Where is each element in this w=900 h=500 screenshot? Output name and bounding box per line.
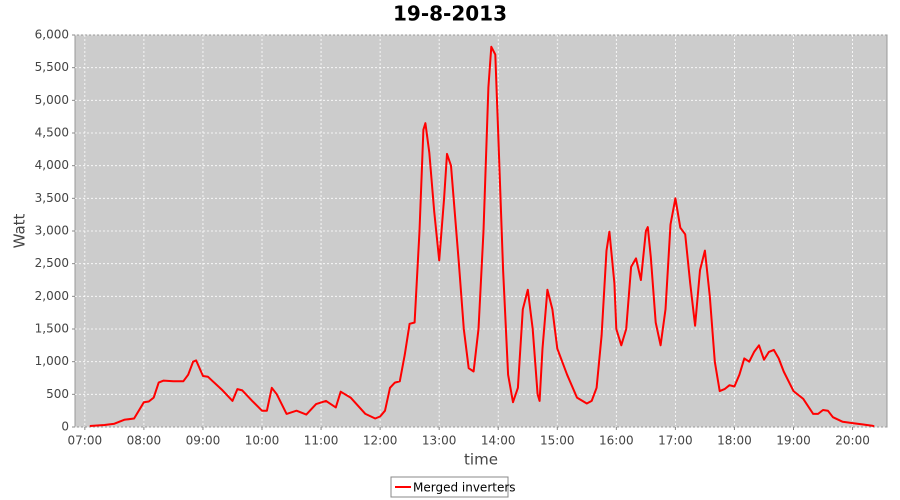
line-series: [89, 45, 875, 428]
y-tick-label: 2,500: [35, 256, 69, 270]
y-tick-label: 4,000: [35, 158, 69, 172]
chart-title: 19-8-2013: [393, 2, 507, 26]
x-tick-label: 16:00: [599, 434, 634, 448]
y-tick-label: 1,000: [35, 354, 69, 368]
x-tick-label: 07:00: [68, 434, 103, 448]
x-tick-label: 10:00: [245, 434, 280, 448]
y-tick-label: 500: [46, 387, 69, 401]
x-axis-label: time: [464, 451, 498, 469]
y-tick-label: 0: [61, 420, 69, 434]
x-tick-label: 18:00: [717, 434, 752, 448]
x-tick-label: 11:00: [304, 434, 339, 448]
y-tick-label: 3,000: [35, 224, 69, 238]
y-tick-label: 5,500: [35, 60, 69, 74]
x-tick-label: 09:00: [186, 434, 221, 448]
y-tick-label: 2,000: [35, 289, 69, 303]
x-tick-label: 08:00: [127, 434, 162, 448]
x-tick-label: 19:00: [776, 434, 811, 448]
y-tick-label: 6,000: [35, 28, 69, 42]
y-tick-label: 5,000: [35, 93, 69, 107]
x-tick-label: 20:00: [835, 434, 870, 448]
legend-label: Merged inverters: [413, 481, 516, 495]
x-tick-label: 13:00: [422, 434, 457, 448]
legend-box: [390, 476, 509, 498]
x-tick-label: 12:00: [363, 434, 398, 448]
x-tick-label: 15:00: [540, 434, 575, 448]
y-axis-label: Watt: [11, 213, 29, 248]
x-tick-label: 17:00: [658, 434, 693, 448]
y-tick-label: 4,500: [35, 126, 69, 140]
y-tick-label: 1,500: [35, 322, 69, 336]
x-tick-label: 14:00: [481, 434, 516, 448]
y-tick-label: 3,500: [35, 191, 69, 205]
legend: Merged inverters: [390, 476, 516, 498]
